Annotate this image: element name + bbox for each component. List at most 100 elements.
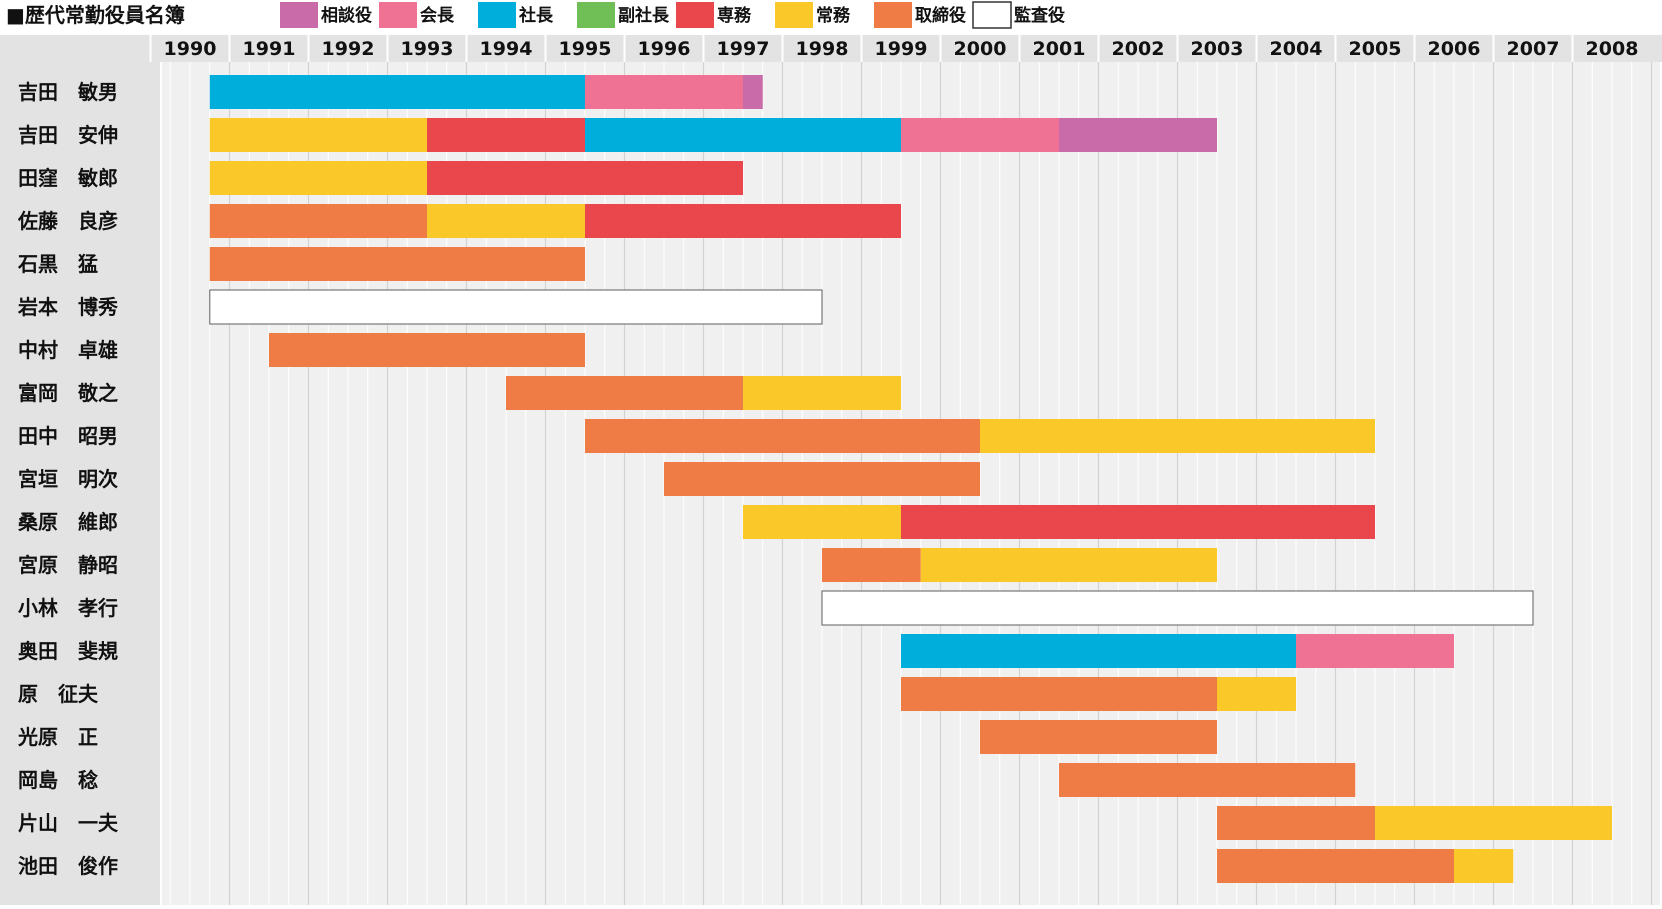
row-name-9: 宮垣 明次: [18, 467, 118, 491]
row-name-7: 富岡 敬之: [18, 381, 118, 405]
row-name-16: 岡島 稔: [18, 768, 98, 792]
bar-segment-torishimariyaku: [1059, 763, 1356, 797]
bar-segment-jomu: [743, 376, 901, 410]
bar-segment-kaicho: [585, 75, 743, 109]
legend-item-torishimariyaku: 取締役: [874, 2, 966, 28]
legend-swatch-jomu: [775, 2, 813, 28]
bar-segment-kansayaku: [209, 289, 823, 325]
bar-segment-jomu: [427, 204, 585, 238]
legend-label-shacho: 社長: [518, 5, 554, 26]
year-label-1999: 1999: [875, 38, 928, 60]
year-label-2000: 2000: [954, 38, 1007, 60]
bar-segment-torishimariyaku: [822, 548, 921, 582]
bar-segment-senmu: [901, 505, 1375, 539]
bar-segment-kaicho: [1296, 634, 1454, 668]
legend: 相談役 会長 社長 副社長 専務 常務 取締役 監査役: [280, 1, 1065, 29]
legend-item-jomu: 常務: [775, 2, 851, 28]
bar-segment-soudanyaku: [743, 75, 763, 109]
bar-segment-torishimariyaku: [664, 462, 980, 496]
year-label-2004: 2004: [1270, 38, 1323, 60]
bar-segment-soudanyaku: [1059, 118, 1217, 152]
row-name-0: 吉田 敏男: [18, 80, 118, 104]
row-name-11: 宮原 静昭: [18, 553, 118, 577]
bar-segment-torishimariyaku: [585, 419, 980, 453]
legend-swatch-senmu: [676, 2, 714, 28]
bar-segment-torishimariyaku: [209, 204, 427, 238]
year-label-1993: 1993: [401, 38, 454, 60]
bar-segment-senmu: [427, 161, 743, 195]
bar-segment-jomu: [209, 161, 427, 195]
year-label-2008: 2008: [1586, 38, 1639, 60]
year-label-2006: 2006: [1428, 38, 1481, 60]
legend-item-fukushacho: 副社長: [577, 2, 670, 28]
legend-item-soudanyaku: 相談役: [280, 2, 372, 28]
legend-label-kaicho: 会長: [420, 5, 455, 26]
year-label-1990: 1990: [164, 38, 217, 60]
legend-label-torishimariyaku: 取締役: [915, 5, 966, 26]
row-name-5: 岩本 博秀: [17, 295, 118, 319]
year-label-1991: 1991: [243, 38, 296, 60]
chart-title: ■歴代常勤役員名簿: [6, 3, 185, 27]
year-label-2002: 2002: [1112, 38, 1165, 60]
bars: [209, 75, 1612, 883]
bar-segment-kaicho: [901, 118, 1059, 152]
legend-label-kansayaku: 監査役: [1014, 5, 1065, 26]
year-header-background: [0, 35, 1662, 62]
bar-segment-kansayaku: [821, 590, 1534, 626]
year-label-2001: 2001: [1033, 38, 1086, 60]
row-name-10: 桑原 維郎: [18, 510, 118, 534]
legend-item-senmu: 専務: [676, 2, 752, 28]
legend-swatch-fukushacho: [577, 2, 615, 28]
name-column-background: [0, 62, 160, 905]
bar-segment-jomu: [1217, 677, 1296, 711]
row-name-14: 原 征夫: [18, 682, 99, 706]
bar-segment-torishimariyaku: [209, 247, 585, 281]
grid: [169, 62, 1653, 905]
legend-label-soudanyaku: 相談役: [321, 5, 372, 26]
year-label-2003: 2003: [1191, 38, 1244, 60]
bar-segment-torishimariyaku: [506, 376, 743, 410]
year-label-1996: 1996: [638, 38, 691, 60]
row-name-1: 吉田 安伸: [18, 123, 118, 147]
legend-label-senmu: 専務: [717, 5, 752, 26]
legend-swatch-kansayaku: [972, 1, 1012, 29]
bar-segment-torishimariyaku: [269, 333, 585, 367]
legend-item-kaicho: 会長: [379, 2, 455, 28]
row-name-8: 田中 昭男: [18, 424, 118, 448]
legend-swatch-soudanyaku: [280, 2, 318, 28]
row-name-12: 小林 孝行: [18, 596, 118, 620]
year-axis: 1990 1991 1992 1993 1994 1995 1996 1997 1998 1999…: [149, 35, 1639, 62]
row-name-4: 石黒 猛: [17, 252, 98, 276]
legend-swatch-shacho: [478, 2, 516, 28]
row-name-17: 片山 一夫: [18, 811, 119, 835]
row-name-2: 田窪 敏郎: [18, 166, 118, 190]
legend-swatch-torishimariyaku: [874, 2, 912, 28]
legend-item-kansayaku: 監査役: [972, 1, 1065, 29]
year-label-1992: 1992: [322, 38, 375, 60]
bar-segment-jomu: [920, 548, 1217, 582]
bar-segment-shacho: [901, 634, 1296, 668]
legend-label-fukushacho: 副社長: [618, 5, 670, 26]
legend-swatch-kaicho: [379, 2, 417, 28]
bar-segment-senmu: [427, 118, 585, 152]
bar-segment-jomu: [1375, 806, 1612, 840]
row-name-15: 光原 正: [17, 725, 98, 749]
row-name-18: 池田 俊作: [18, 854, 118, 878]
bar-segment-torishimariyaku: [1217, 849, 1454, 883]
bar-segment-shacho: [585, 118, 901, 152]
year-label-1994: 1994: [480, 38, 533, 60]
bar-segment-jomu: [209, 118, 427, 152]
year-label-1995: 1995: [559, 38, 612, 60]
bar-segment-shacho: [209, 75, 585, 109]
bar-segment-jomu: [980, 419, 1375, 453]
year-label-1998: 1998: [796, 38, 849, 60]
row-name-3: 佐藤 良彦: [17, 209, 118, 233]
year-label-2007: 2007: [1507, 38, 1560, 60]
bar-segment-torishimariyaku: [1217, 806, 1375, 840]
year-label-1997: 1997: [717, 38, 770, 60]
legend-label-jomu: 常務: [816, 5, 851, 26]
row-name-13: 奥田 斐規: [18, 639, 118, 663]
